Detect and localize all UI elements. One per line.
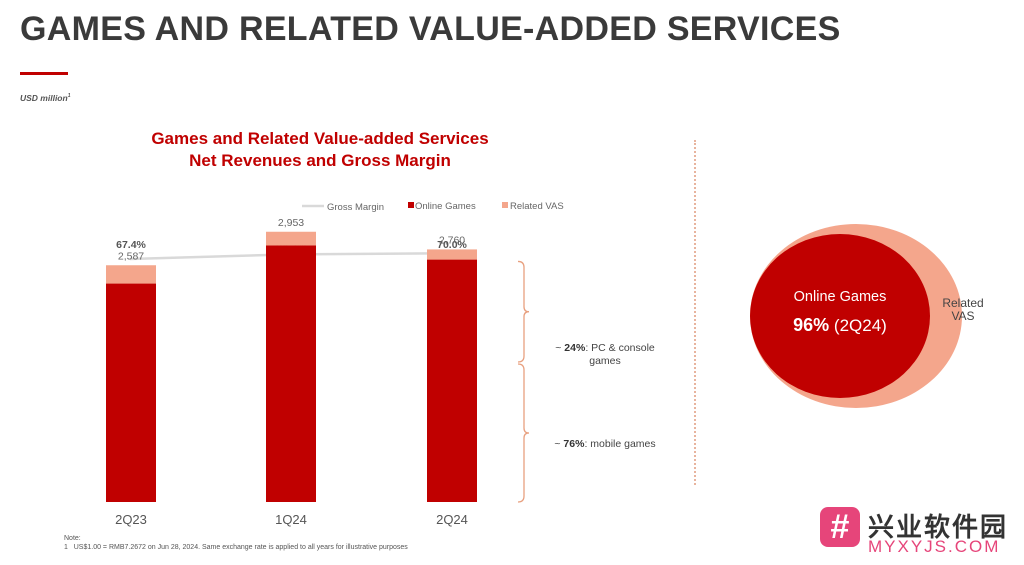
online-share-value: 96% bbox=[793, 315, 830, 335]
related-vas-label: Related VAS bbox=[933, 297, 993, 323]
online-share-period: (2Q24) bbox=[833, 316, 887, 335]
revenue-share-diagram bbox=[750, 224, 962, 408]
brace-mobile bbox=[517, 363, 530, 503]
bar-total-label-1Q24: 2,953 bbox=[278, 217, 304, 229]
annotation-pc-value: 24% bbox=[564, 342, 586, 354]
annotation-mobile-prefix: ~ bbox=[554, 438, 564, 450]
annotation-mobile-text: : mobile games bbox=[584, 438, 656, 450]
legend-online-games-label: Online Games bbox=[415, 201, 476, 212]
watermark-chinese-text: 兴业软件园 bbox=[868, 512, 1009, 542]
bar-online-games-2Q24 bbox=[427, 259, 477, 502]
unit-label: USD million1 bbox=[20, 93, 70, 103]
watermark-hash-icon: # bbox=[820, 507, 860, 547]
online-games-share: 96% (2Q24) bbox=[770, 315, 910, 336]
revenue-bar-chart: Gross Margin Online Games Related VAS 67.4%… bbox=[106, 201, 564, 527]
vas-label-line1: Related bbox=[942, 296, 984, 310]
annotation-pc-text2: games bbox=[589, 355, 621, 367]
annotation-pc-console: ~ 24%: PC & console games bbox=[545, 342, 665, 368]
annotation-pc-prefix: ~ bbox=[555, 342, 565, 354]
chart-title: Games and Related Value-added Services N… bbox=[110, 128, 530, 172]
page-title: GAMES AND RELATED VALUE-ADDED SERVICES bbox=[20, 10, 841, 48]
watermark: # 兴业软件园 MYXYJS.COM bbox=[820, 505, 1020, 560]
bar-total-label-2Q24: 2,760 bbox=[439, 234, 465, 246]
brace-pc-console bbox=[517, 260, 530, 363]
watermark-domain-text: MYXYJS.COM bbox=[868, 537, 1001, 556]
note-1: 1 US$1.00 = RMB7.2672 on Jun 28, 2024. S… bbox=[64, 543, 408, 552]
bar-related-vas-1Q24 bbox=[266, 231, 316, 246]
footnotes: Note: 1 US$1.00 = RMB7.2672 on Jun 28, 2… bbox=[64, 534, 408, 552]
legend-related-vas-swatch bbox=[502, 202, 508, 208]
title-underline bbox=[20, 72, 68, 75]
annotation-mobile: ~ 76%: mobile games bbox=[545, 438, 665, 451]
gross-margin-label-2Q23: 67.4% bbox=[116, 239, 146, 251]
annotation-mobile-value: 76% bbox=[563, 438, 585, 450]
legend-gross-margin-label: Gross Margin bbox=[327, 202, 384, 213]
x-tick-label-2Q24: 2Q24 bbox=[436, 512, 468, 527]
bar-related-vas-2Q24 bbox=[427, 249, 477, 260]
chart-title-line1: Games and Related Value-added Services bbox=[151, 129, 489, 148]
online-games-ellipse bbox=[750, 234, 930, 398]
vas-label-line2: VAS bbox=[951, 309, 975, 323]
x-tick-label-2Q23: 2Q23 bbox=[115, 512, 147, 527]
note-1-text: US$1.00 = RMB7.2672 on Jun 28, 2024. Sam… bbox=[73, 544, 408, 551]
chart-title-line2: Net Revenues and Gross Margin bbox=[189, 151, 451, 170]
legend-online-games-swatch bbox=[408, 202, 414, 208]
legend-related-vas-label: Related VAS bbox=[510, 201, 564, 212]
annotation-pc-text: : PC & console bbox=[585, 342, 655, 354]
x-tick-label-1Q24: 1Q24 bbox=[275, 512, 307, 527]
unit-footnote-marker: 1 bbox=[67, 93, 71, 100]
gross-margin-label-2Q24: 70.0% bbox=[437, 239, 467, 251]
notes-title: Note: bbox=[64, 535, 81, 542]
online-games-label: Online Games bbox=[793, 289, 887, 305]
note-1-number: 1 bbox=[64, 544, 68, 551]
section-divider bbox=[694, 140, 696, 485]
bar-related-vas-2Q23 bbox=[106, 265, 156, 284]
bar-total-label-2Q23: 2,587 bbox=[118, 250, 144, 262]
bar-online-games-2Q23 bbox=[106, 283, 156, 502]
unit-text: USD million bbox=[20, 93, 68, 103]
bar-online-games-1Q24 bbox=[266, 245, 316, 502]
